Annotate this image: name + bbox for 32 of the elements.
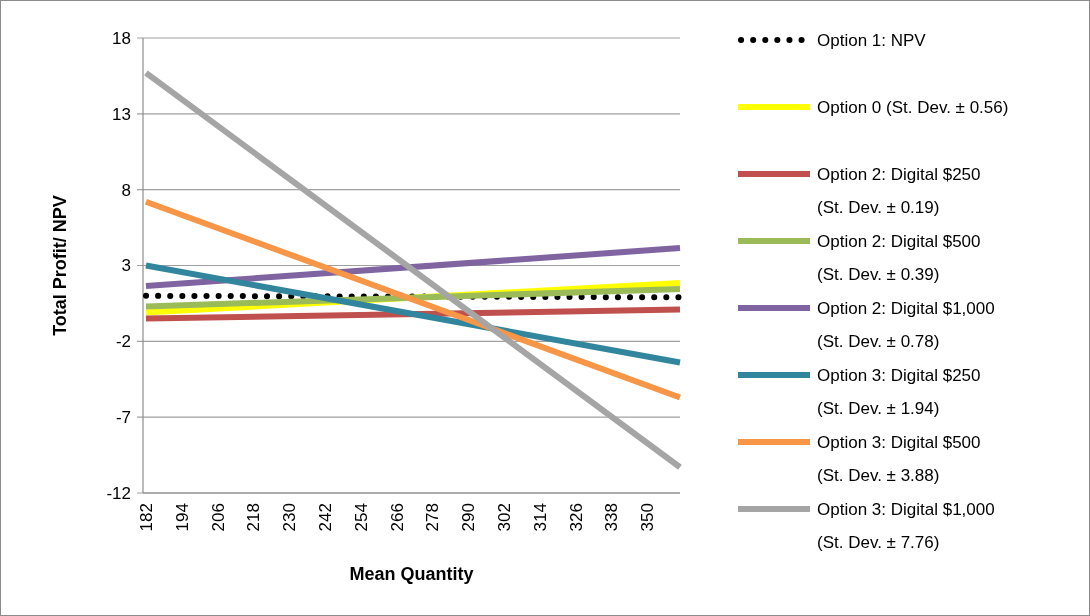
x-tick-label: 278: [423, 503, 443, 532]
x-tick-label: 290: [459, 503, 479, 532]
x-tick-label: 182: [136, 503, 156, 532]
legend-label: Option 2: Digital $250 (St. Dev. ± 0.19): [817, 164, 981, 217]
y-tick-label: -7: [115, 408, 131, 428]
x-tick-label: 350: [638, 503, 658, 532]
y-tick-label: 3: [121, 256, 131, 276]
legend-label: Option 2: Digital $1,000 (St. Dev. ± 0.78): [817, 298, 995, 351]
legend-label: Option 3: Digital $500 (St. Dev. ± 3.88): [817, 432, 981, 485]
x-tick-label: 326: [566, 503, 586, 532]
legend-label: Option 0 (St. Dev. ± 0.56): [817, 97, 1009, 117]
x-tick-label: 230: [280, 503, 300, 532]
x-tick-label: 254: [351, 503, 371, 532]
x-tick-label: 338: [602, 503, 622, 532]
x-tick-label: 242: [315, 503, 335, 532]
x-tick-label: 218: [244, 503, 264, 532]
x-axis-title: Mean Quantity: [349, 564, 474, 584]
legend-label: Option 1: NPV: [817, 30, 927, 50]
x-tick-label: 194: [172, 503, 192, 532]
x-tick-label: 266: [387, 503, 407, 532]
x-tick-label: 302: [494, 503, 514, 532]
x-tick-label: 206: [208, 503, 228, 532]
y-tick-label: -2: [115, 332, 131, 352]
y-tick-label: 13: [112, 104, 131, 124]
y-tick-label: -12: [106, 483, 131, 503]
x-tick-label: 314: [530, 503, 550, 532]
y-tick-label: 18: [112, 28, 131, 48]
legend-label: Option 2: Digital $500 (St. Dev. ± 0.39): [817, 231, 981, 284]
legend-label: Option 3: Digital $1,000 (St. Dev. ± 7.76): [817, 499, 995, 552]
y-axis-title: Total Profit/ NPV: [50, 195, 70, 336]
y-tick-label: 8: [121, 180, 131, 200]
legend-label: Option 3: Digital $250 (St. Dev. ± 1.94): [817, 365, 981, 418]
